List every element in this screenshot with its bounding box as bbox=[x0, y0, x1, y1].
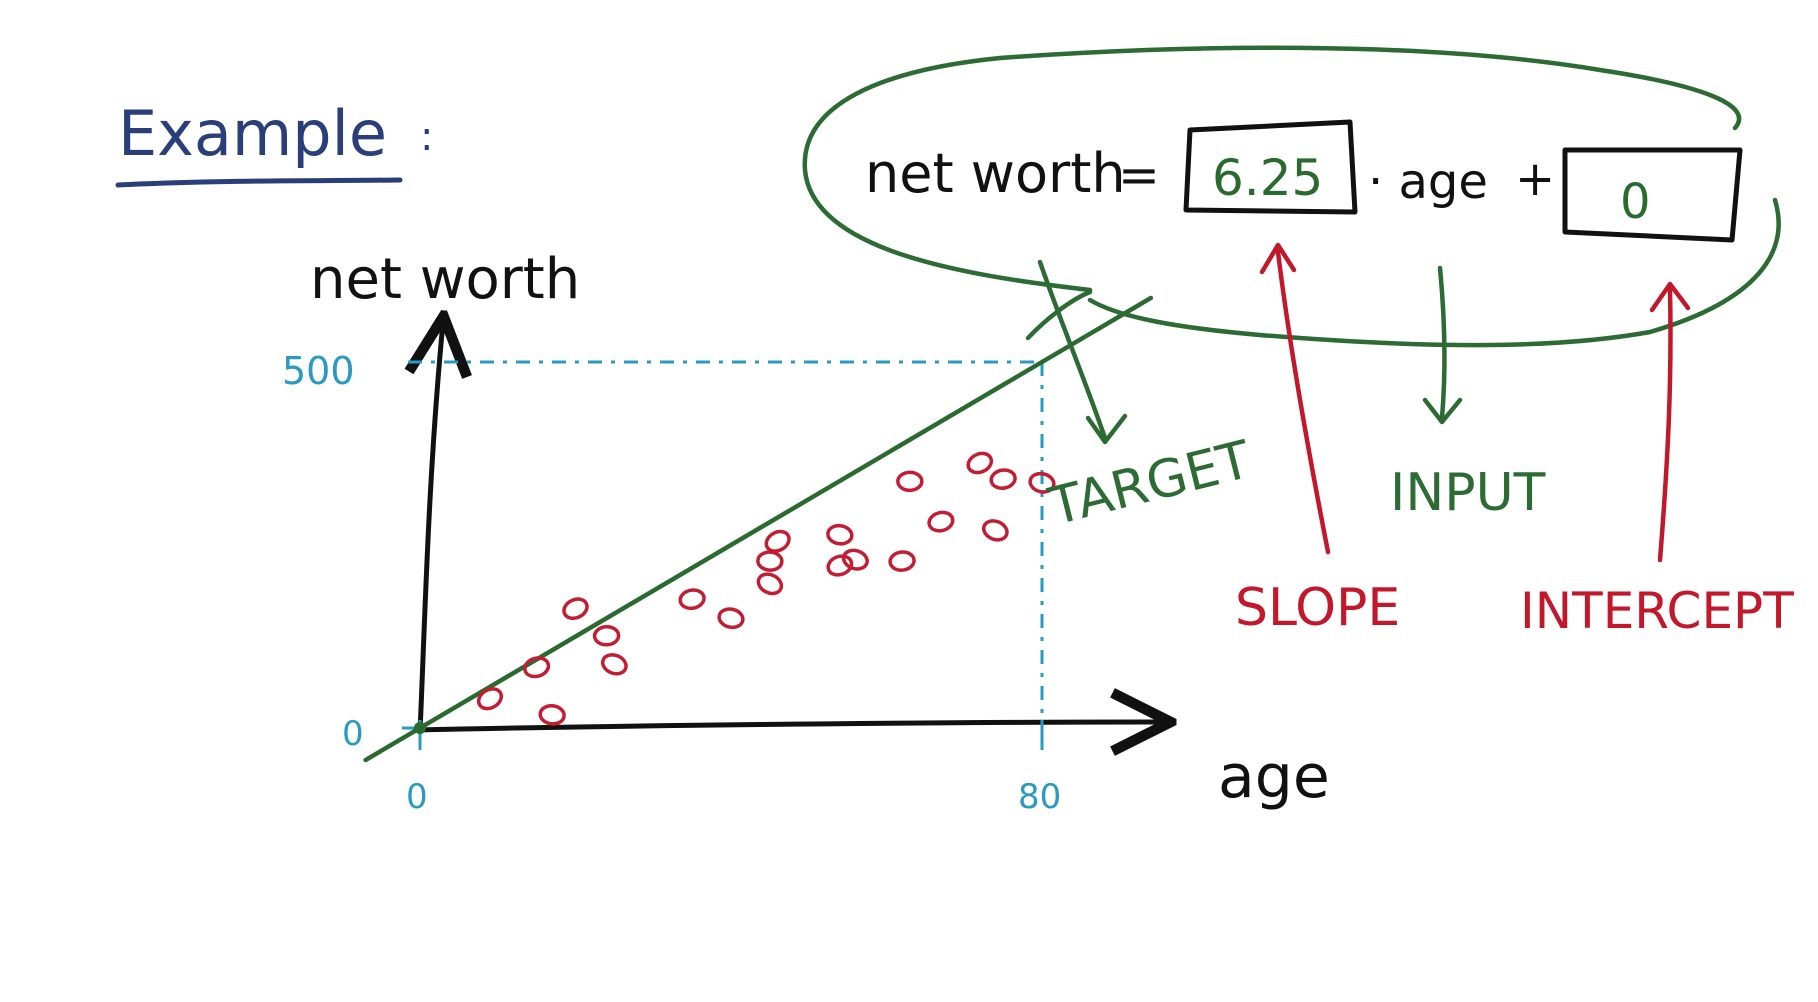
intercept-arrow bbox=[1649, 281, 1691, 563]
target-label: TARGET bbox=[1043, 430, 1257, 538]
equation-input-term: · age bbox=[1368, 154, 1488, 210]
equation-lhs: net worth bbox=[865, 142, 1126, 205]
input-arrow bbox=[1422, 265, 1463, 425]
x-tick-80: 80 bbox=[1018, 777, 1061, 817]
equation-equals: = bbox=[1118, 146, 1160, 204]
heading: Example bbox=[118, 97, 387, 170]
data-point bbox=[717, 607, 745, 630]
data-point bbox=[1028, 471, 1056, 494]
data-point bbox=[981, 519, 1009, 542]
origin-point bbox=[414, 722, 426, 734]
intercept-value: 0 bbox=[1620, 174, 1651, 230]
fit-line bbox=[363, 295, 1154, 763]
intercept-label: INTERCEPT bbox=[1520, 582, 1794, 640]
data-point bbox=[826, 523, 854, 546]
equation-plus: + bbox=[1515, 151, 1555, 207]
heading-colon: : bbox=[420, 114, 433, 160]
data-point bbox=[764, 529, 791, 553]
data-point bbox=[538, 704, 566, 726]
data-point bbox=[966, 451, 994, 475]
data-point bbox=[600, 653, 628, 676]
plot-area bbox=[363, 295, 1154, 763]
data-point bbox=[841, 548, 869, 571]
data-point bbox=[989, 468, 1017, 490]
data-point bbox=[826, 554, 854, 577]
y-axis-label: net worth bbox=[310, 247, 580, 312]
data-point bbox=[896, 470, 924, 493]
y-tick-0: 0 bbox=[342, 714, 364, 754]
data-point bbox=[927, 510, 955, 533]
y-tick-500: 500 bbox=[282, 349, 355, 393]
slope-value: 6.25 bbox=[1212, 149, 1323, 207]
data-point bbox=[756, 572, 784, 596]
slope-label: SLOPE bbox=[1235, 578, 1400, 638]
data-point bbox=[888, 550, 916, 572]
input-label: INPUT bbox=[1390, 463, 1546, 523]
intercept-box bbox=[1562, 147, 1743, 243]
slope-arrow bbox=[1259, 242, 1331, 555]
data-point bbox=[678, 588, 706, 611]
x-axis bbox=[412, 722, 1165, 730]
target-arrow bbox=[1037, 259, 1128, 445]
data-point bbox=[476, 687, 504, 711]
equation-bubble bbox=[802, 45, 1781, 348]
data-point bbox=[592, 625, 621, 647]
data-point bbox=[756, 550, 784, 572]
data-point bbox=[523, 656, 551, 679]
x-axis-label: age bbox=[1218, 742, 1330, 812]
x-tick-0: 0 bbox=[406, 777, 428, 817]
heading-underline bbox=[115, 177, 403, 188]
data-point bbox=[562, 597, 589, 621]
y-axis bbox=[420, 322, 443, 735]
slope-box bbox=[1183, 119, 1358, 215]
